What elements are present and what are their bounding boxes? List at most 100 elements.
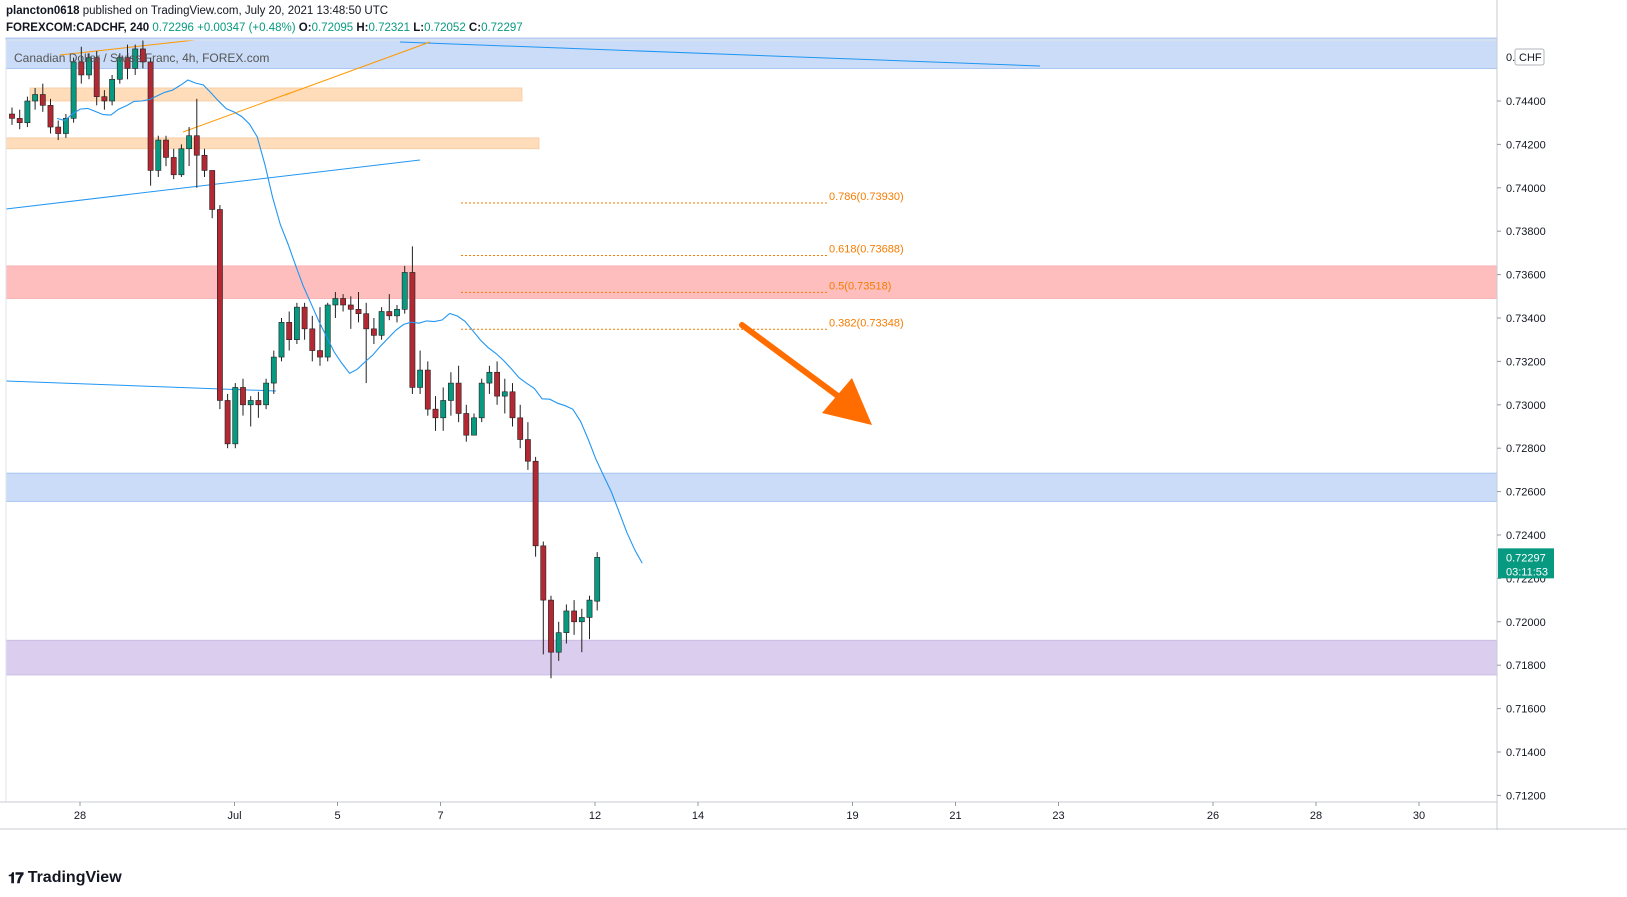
candle-body [193, 135, 200, 156]
price-tick-label: 0.73600 [1506, 270, 1546, 282]
candle-body [217, 209, 223, 401]
fib-label-0.618: 0.618(0.73688) [829, 244, 904, 256]
candle-body [501, 391, 508, 397]
time-tick-label: 21 [949, 810, 961, 822]
price-tick-label: 0.71400 [1506, 747, 1546, 759]
candle-body [478, 382, 485, 419]
candle-body [401, 272, 408, 310]
price-tick-label-top: 0. [1506, 52, 1515, 64]
candle-body [494, 371, 500, 397]
candle-body [93, 57, 100, 97]
candle-body [417, 369, 423, 388]
candle-body [39, 94, 46, 106]
candle-body [124, 57, 131, 69]
candle-body [509, 391, 516, 419]
candle-body [340, 298, 346, 306]
fib-label-0.786: 0.786(0.73930) [829, 191, 904, 203]
time-tick-label: Jul [227, 810, 241, 822]
ohlc-close-label: C: [468, 22, 482, 34]
tradingview-logo[interactable]: 𝟏𝟕 TradingView [8, 869, 122, 887]
candle-body [594, 557, 601, 602]
drawings-layer: 0.786(0.73930) 0.618(0.73688) 0.5(0.73518)… [5, 39, 1041, 392]
candle-body [255, 400, 262, 406]
candle-body [247, 400, 254, 406]
time-tick-label: 7 [437, 810, 443, 822]
candle-body [170, 157, 177, 176]
candle-body [86, 57, 92, 76]
candle-body [70, 61, 77, 119]
price-tick-label: 0.74400 [1506, 96, 1546, 108]
currency-badge [1514, 48, 1545, 66]
candle-body [332, 298, 339, 306]
candle-body [440, 400, 447, 419]
candle-body [209, 170, 216, 210]
candle-body [524, 439, 531, 462]
last-price-label: 0.72297 [1506, 552, 1546, 564]
candle-body [486, 371, 493, 384]
price-tick-label: 0.73400 [1506, 313, 1546, 325]
candle-body [24, 100, 31, 124]
candle-body [455, 382, 462, 414]
symbol-label[interactable]: FOREXCOM:CADCHF, 240 [6, 22, 150, 34]
ohlc-open-value: 0.72095 [311, 22, 354, 34]
candle-body [47, 105, 54, 128]
candle-body [286, 322, 293, 340]
candle-body [463, 413, 470, 436]
last-price-tag [1498, 548, 1554, 579]
ohlc-high-label: H: [356, 22, 369, 34]
candle-body [370, 328, 377, 336]
candle-body [447, 382, 454, 401]
last-price-text: 0.72296 [152, 22, 194, 34]
candle-body [16, 118, 23, 124]
ohlc-low-value: 0.72052 [424, 22, 466, 34]
moving-average-line [56, 79, 643, 564]
ohlc-close-value: 0.72297 [481, 22, 523, 34]
blue-zone [5, 472, 1498, 502]
candle-body [317, 350, 323, 358]
orange-zone-2 [5, 137, 540, 150]
candle-body [270, 356, 277, 384]
channel-line-orange-2 [284, 41, 431, 96]
price-tick-label: 0.73800 [1506, 226, 1546, 238]
candle-body [386, 311, 393, 317]
candle-body [355, 309, 362, 314]
time-tick-label: 23 [1052, 810, 1064, 822]
candle-body [186, 135, 192, 150]
red-zone [5, 265, 1498, 299]
candle-body [409, 272, 416, 388]
candle-body [132, 48, 139, 69]
ohlc-low-label: L: [413, 22, 425, 34]
currency-label: CHF [1519, 52, 1542, 64]
time-tick-label: 30 [1413, 810, 1425, 822]
zones-layer [5, 37, 1498, 676]
candle-body [224, 400, 231, 445]
channel-line-orange-1 [182, 92, 291, 133]
candle-body [471, 417, 477, 436]
price-tick-label: 0.74200 [1506, 139, 1546, 151]
fib-label-0.382: 0.382(0.73348) [829, 317, 904, 329]
candle-body [101, 96, 108, 102]
candle-body [278, 322, 285, 358]
candle-body [62, 118, 69, 134]
price-tick-label: 0.73000 [1506, 400, 1546, 412]
header-publish-line: plancton0618 published on TradingView.co… [6, 5, 388, 17]
candle-body [78, 61, 85, 76]
candle-body [432, 408, 439, 419]
tradingview-logo-icon: 𝟏𝟕 [8, 869, 24, 887]
arrow-head [822, 378, 872, 425]
arrow-shaft [739, 322, 853, 408]
time-tick-label: 5 [334, 810, 340, 822]
author-name[interactable]: plancton0618 [6, 5, 80, 17]
candle-body [232, 387, 239, 445]
series-title: Canadian Dollar / Swiss Franc, 4h, FOREX… [14, 51, 269, 65]
candle-body [301, 306, 308, 330]
candle-body [140, 48, 146, 63]
tradingview-brand-text: TradingView [27, 869, 122, 886]
candle-body [147, 61, 154, 171]
candle-body [571, 610, 577, 623]
resistance-blue-top [5, 37, 1498, 69]
time-tick-label: 14 [692, 810, 704, 822]
candle-body [540, 545, 547, 601]
candle-body [9, 113, 15, 119]
